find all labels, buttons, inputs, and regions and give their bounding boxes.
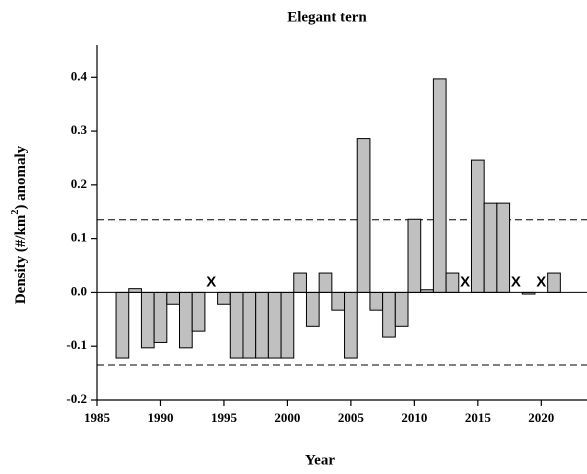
bar: [369, 291, 384, 311]
x-tick-label: 2005: [338, 410, 365, 425]
bar: [547, 272, 561, 293]
bar: [153, 291, 168, 343]
bar: [407, 218, 422, 293]
bar: [356, 138, 371, 293]
bar: [318, 272, 333, 293]
bar: [179, 291, 193, 349]
bar: [470, 159, 485, 293]
y-tick-label: 0.3: [71, 122, 88, 137]
bar: [166, 291, 181, 305]
bar: [394, 291, 409, 327]
x-axis-label: Year: [305, 452, 335, 468]
x-tick-label: 1985: [84, 410, 111, 425]
bar: [115, 291, 130, 359]
bar: [445, 272, 460, 293]
bar: [255, 291, 269, 359]
y-tick-label: -0.1: [66, 337, 87, 352]
bar: [496, 202, 511, 293]
bar: [229, 291, 244, 359]
chart-title: Elegant tern: [287, 9, 367, 25]
bar: [242, 291, 257, 359]
x-tick-label: 2020: [528, 410, 554, 425]
bar: [267, 291, 282, 359]
missing-marker: X: [511, 273, 521, 290]
x-tick-label: 2010: [401, 410, 427, 425]
y-tick-label: -0.2: [66, 391, 87, 406]
y-label-part: Density (#/km: [13, 214, 29, 304]
bar: [432, 78, 447, 293]
bar: [280, 291, 295, 359]
y-tick-label: 0.2: [71, 176, 87, 191]
bar: [293, 272, 307, 293]
y-tick-label: 0.1: [71, 230, 87, 245]
bar: [331, 291, 346, 311]
y-label-part: ) anomaly: [13, 145, 29, 209]
x-tick-label: 2015: [465, 410, 492, 425]
x-tick-label: 1990: [147, 410, 173, 425]
missing-marker: X: [206, 273, 216, 290]
y-tick-label: 0.0: [71, 283, 87, 298]
missing-marker: X: [536, 273, 546, 290]
y-axis-label: Density (#/km2) anomaly: [10, 145, 29, 304]
bar: [305, 291, 320, 327]
x-tick-label: 2000: [274, 410, 300, 425]
bar: [483, 202, 498, 293]
bar: [344, 291, 358, 359]
bar: [128, 288, 142, 293]
bar: [217, 291, 231, 305]
y-label-sup: 2: [10, 210, 21, 215]
y-tick-label: 0.4: [71, 68, 88, 83]
bar: [382, 291, 396, 338]
bar: [140, 291, 155, 349]
x-tick-label: 1995: [211, 410, 238, 425]
missing-marker: X: [460, 273, 470, 290]
bar: [191, 291, 206, 332]
